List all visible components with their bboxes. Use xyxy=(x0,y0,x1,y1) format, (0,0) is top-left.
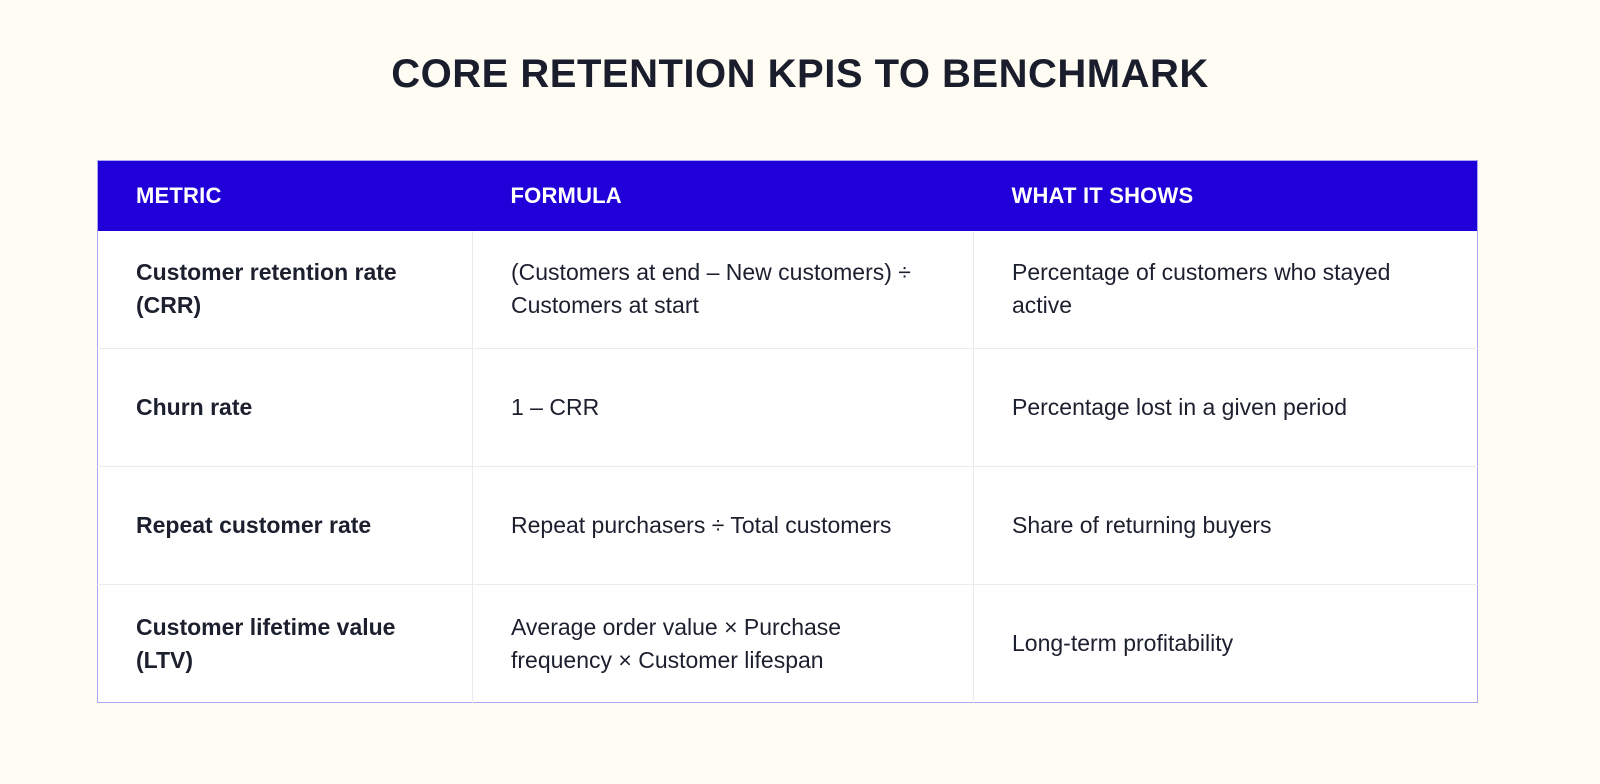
description-cell: Percentage of customers who stayed activ… xyxy=(973,230,1478,349)
description-cell: Share of returning buyers xyxy=(973,466,1478,585)
formula-cell: (Customers at end – New customers) ÷ Cus… xyxy=(472,230,974,349)
metric-cell: Customer retention rate (CRR) xyxy=(136,259,397,319)
page-title: CORE RETENTION KPIS TO BENCHMARK xyxy=(391,52,1209,96)
column-header-what-it-shows: WHAT IT SHOWS xyxy=(1011,182,1194,208)
table-body: Customer retention rate (CRR) (Customers… xyxy=(97,230,1478,703)
formula-cell: 1 – CRR xyxy=(472,348,974,467)
description-cell: Long-term profitability xyxy=(973,584,1478,703)
metric-cell: Repeat customer rate xyxy=(97,466,473,585)
formula-cell: Repeat purchasers ÷ Total customers xyxy=(472,466,974,585)
table-row: Churn rate 1 – CRR Percentage lost in a … xyxy=(97,348,1478,467)
table-header: METRIC FORMULA WHAT IT SHOWS xyxy=(97,160,1478,231)
table-row: Repeat customer rate Repeat purchasers ÷… xyxy=(97,466,1478,585)
table-row: Customer lifetime value (LTV) Average or… xyxy=(97,584,1478,703)
table-row: Customer retention rate (CRR) (Customers… xyxy=(98,230,1478,349)
column-header-metric: METRIC xyxy=(136,182,222,208)
description-cell: Percentage lost in a given period xyxy=(973,348,1478,467)
kpi-table: METRIC FORMULA WHAT IT SHOWS Customer re… xyxy=(97,160,1478,703)
formula-cell: Average order value × Purchase frequency… xyxy=(472,584,974,703)
header-row: METRIC FORMULA WHAT IT SHOWS xyxy=(97,160,1478,231)
metric-cell: Customer lifetime value (LTV) xyxy=(97,584,473,703)
metric-cell: Churn rate xyxy=(97,348,473,467)
column-header-formula: FORMULA xyxy=(510,182,622,208)
